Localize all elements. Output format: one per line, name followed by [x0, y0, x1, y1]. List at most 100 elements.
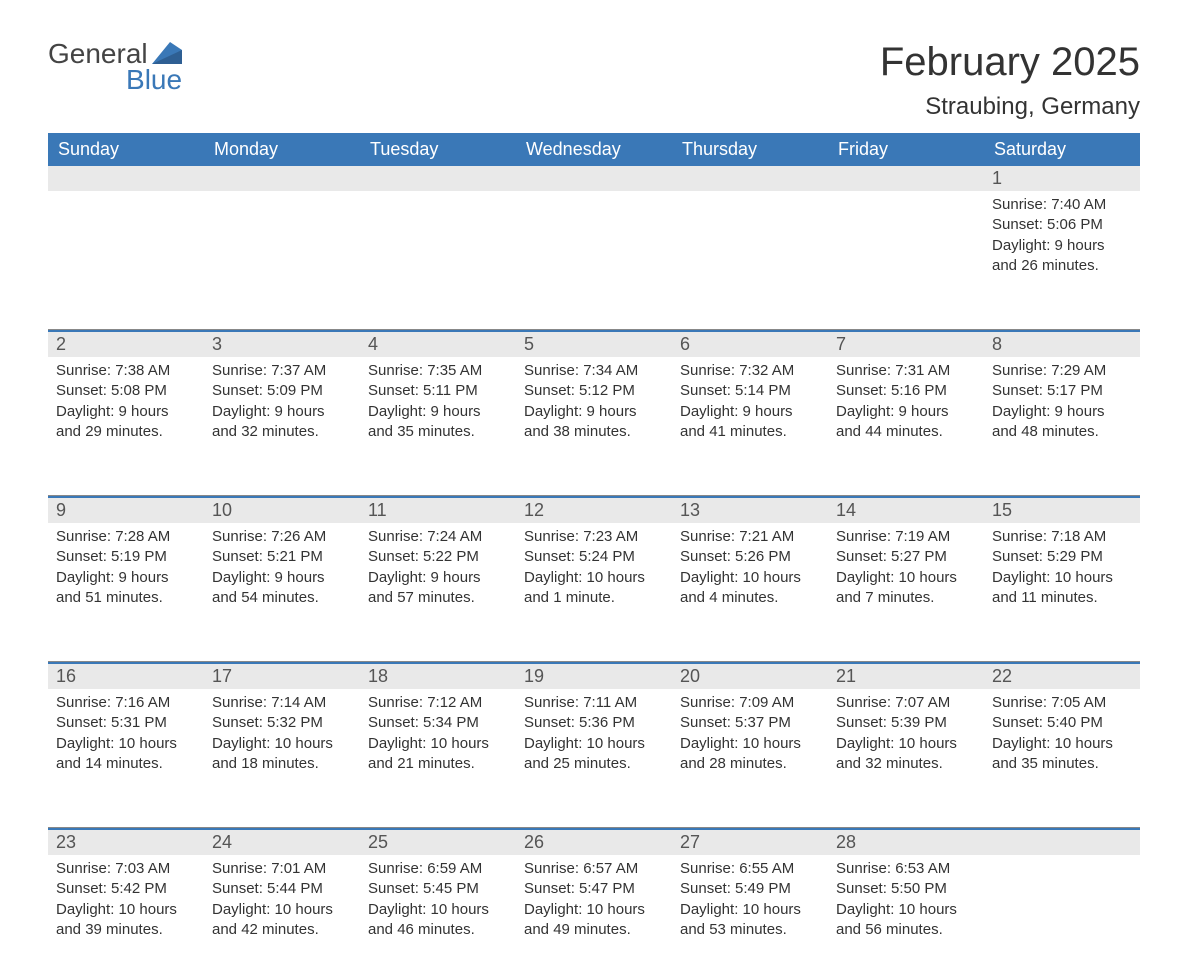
day-info: Sunrise: 7:19 AMSunset: 5:27 PMDaylight:… [828, 523, 984, 608]
day-info-line: Sunset: 5:32 PM [212, 713, 352, 733]
day-cell: Sunrise: 7:31 AMSunset: 5:16 PMDaylight:… [828, 357, 984, 467]
day-header-row: Sunday Monday Tuesday Wednesday Thursday… [48, 133, 1140, 166]
day-cell: Sunrise: 7:07 AMSunset: 5:39 PMDaylight:… [828, 689, 984, 799]
day-header: Sunday [48, 133, 204, 166]
day-info-line: Daylight: 9 hours [56, 402, 196, 422]
day-info-line: Sunrise: 7:21 AM [680, 527, 820, 547]
day-info: Sunrise: 6:59 AMSunset: 5:45 PMDaylight:… [360, 855, 516, 940]
day-number [360, 166, 516, 191]
day-info-line: and 32 minutes. [836, 754, 976, 774]
day-info: Sunrise: 7:38 AMSunset: 5:08 PMDaylight:… [48, 357, 204, 442]
day-info-line: Sunrise: 6:53 AM [836, 859, 976, 879]
day-info-line: Sunrise: 7:35 AM [368, 361, 508, 381]
day-info: Sunrise: 6:57 AMSunset: 5:47 PMDaylight:… [516, 855, 672, 940]
day-info-line: and 44 minutes. [836, 422, 976, 442]
day-info-line: and 21 minutes. [368, 754, 508, 774]
day-number [516, 166, 672, 191]
day-header: Thursday [672, 133, 828, 166]
day-info-line: Daylight: 10 hours [680, 568, 820, 588]
day-cell [360, 191, 516, 301]
day-info-row: Sunrise: 7:16 AMSunset: 5:31 PMDaylight:… [48, 689, 1140, 799]
day-number [204, 166, 360, 191]
day-number: 2 [48, 332, 204, 357]
day-info-line: Sunrise: 7:32 AM [680, 361, 820, 381]
day-info: Sunrise: 7:31 AMSunset: 5:16 PMDaylight:… [828, 357, 984, 442]
day-cell: Sunrise: 7:09 AMSunset: 5:37 PMDaylight:… [672, 689, 828, 799]
day-number-row: 16171819202122 [48, 662, 1140, 689]
day-cell: Sunrise: 7:40 AMSunset: 5:06 PMDaylight:… [984, 191, 1140, 301]
day-info-line: and 51 minutes. [56, 588, 196, 608]
day-info-line: Daylight: 10 hours [524, 568, 664, 588]
day-info-line: Sunset: 5:45 PM [368, 879, 508, 899]
day-info-row: Sunrise: 7:40 AMSunset: 5:06 PMDaylight:… [48, 191, 1140, 301]
day-cell [828, 191, 984, 301]
day-info: Sunrise: 7:07 AMSunset: 5:39 PMDaylight:… [828, 689, 984, 774]
day-header: Friday [828, 133, 984, 166]
day-info: Sunrise: 6:53 AMSunset: 5:50 PMDaylight:… [828, 855, 984, 940]
day-info-line: Daylight: 9 hours [212, 568, 352, 588]
day-info-row: Sunrise: 7:03 AMSunset: 5:42 PMDaylight:… [48, 855, 1140, 965]
day-info: Sunrise: 7:26 AMSunset: 5:21 PMDaylight:… [204, 523, 360, 608]
day-number: 3 [204, 332, 360, 357]
day-header: Wednesday [516, 133, 672, 166]
day-number: 8 [984, 332, 1140, 357]
day-info-line: Daylight: 10 hours [836, 568, 976, 588]
day-info-line: and 18 minutes. [212, 754, 352, 774]
day-info-line: Sunrise: 7:03 AM [56, 859, 196, 879]
day-info: Sunrise: 7:29 AMSunset: 5:17 PMDaylight:… [984, 357, 1140, 442]
brand-name-part2: Blue [48, 66, 182, 94]
day-number: 7 [828, 332, 984, 357]
day-info-line: Sunset: 5:06 PM [992, 215, 1132, 235]
day-number [984, 830, 1140, 855]
day-number: 9 [48, 498, 204, 523]
calendar-week: 2345678Sunrise: 7:38 AMSunset: 5:08 PMDa… [48, 330, 1140, 467]
calendar-title: February 2025 [880, 40, 1140, 85]
day-info-line: and 4 minutes. [680, 588, 820, 608]
day-number: 26 [516, 830, 672, 855]
day-info-line: Sunrise: 7:37 AM [212, 361, 352, 381]
day-cell: Sunrise: 7:11 AMSunset: 5:36 PMDaylight:… [516, 689, 672, 799]
day-cell: Sunrise: 6:59 AMSunset: 5:45 PMDaylight:… [360, 855, 516, 965]
day-info-line: Sunset: 5:22 PM [368, 547, 508, 567]
day-header: Monday [204, 133, 360, 166]
day-info-line: Sunrise: 7:09 AM [680, 693, 820, 713]
day-cell: Sunrise: 6:55 AMSunset: 5:49 PMDaylight:… [672, 855, 828, 965]
day-info-line: Sunrise: 7:11 AM [524, 693, 664, 713]
day-info-line: and 28 minutes. [680, 754, 820, 774]
day-info-line: Sunset: 5:34 PM [368, 713, 508, 733]
day-number: 24 [204, 830, 360, 855]
day-number: 12 [516, 498, 672, 523]
day-info-line: and 11 minutes. [992, 588, 1132, 608]
day-number: 10 [204, 498, 360, 523]
day-info-line: Daylight: 10 hours [212, 734, 352, 754]
day-info-line: and 41 minutes. [680, 422, 820, 442]
calendar-week: 1Sunrise: 7:40 AMSunset: 5:06 PMDaylight… [48, 166, 1140, 301]
day-info-line: Sunset: 5:21 PM [212, 547, 352, 567]
day-info-line: and 1 minute. [524, 588, 664, 608]
day-info: Sunrise: 7:03 AMSunset: 5:42 PMDaylight:… [48, 855, 204, 940]
day-info-line: Daylight: 10 hours [680, 900, 820, 920]
day-info: Sunrise: 7:21 AMSunset: 5:26 PMDaylight:… [672, 523, 828, 608]
day-info-line: Sunrise: 7:18 AM [992, 527, 1132, 547]
day-number: 4 [360, 332, 516, 357]
day-info: Sunrise: 7:01 AMSunset: 5:44 PMDaylight:… [204, 855, 360, 940]
day-info: Sunrise: 7:12 AMSunset: 5:34 PMDaylight:… [360, 689, 516, 774]
day-info-line: and 42 minutes. [212, 920, 352, 940]
day-number: 6 [672, 332, 828, 357]
day-header: Tuesday [360, 133, 516, 166]
day-cell: Sunrise: 7:18 AMSunset: 5:29 PMDaylight:… [984, 523, 1140, 633]
calendar-location: Straubing, Germany [880, 93, 1140, 121]
day-info: Sunrise: 7:28 AMSunset: 5:19 PMDaylight:… [48, 523, 204, 608]
calendar-week: 16171819202122Sunrise: 7:16 AMSunset: 5:… [48, 662, 1140, 799]
day-cell: Sunrise: 7:35 AMSunset: 5:11 PMDaylight:… [360, 357, 516, 467]
day-info-line: Sunset: 5:08 PM [56, 381, 196, 401]
day-info-line: and 35 minutes. [992, 754, 1132, 774]
day-cell: Sunrise: 7:32 AMSunset: 5:14 PMDaylight:… [672, 357, 828, 467]
day-info-line: Sunrise: 7:19 AM [836, 527, 976, 547]
day-info-line: Sunrise: 7:16 AM [56, 693, 196, 713]
day-info-line: and 29 minutes. [56, 422, 196, 442]
day-info-line: and 57 minutes. [368, 588, 508, 608]
day-info-line: Sunset: 5:12 PM [524, 381, 664, 401]
day-info-line: Daylight: 10 hours [680, 734, 820, 754]
day-number: 28 [828, 830, 984, 855]
